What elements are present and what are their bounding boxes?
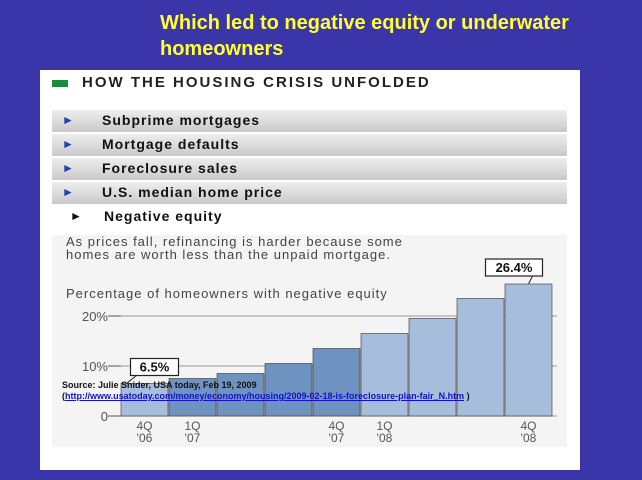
source-url-line: (http://www.usatoday.com/money/economy/h… [62,391,582,402]
x-tick-label: 1Q [376,419,392,433]
y-tick-label: 0 [101,409,108,424]
data-callout-pointer [126,375,137,384]
x-tick-label: '08 [377,431,393,445]
x-tick-label: 1Q [184,419,200,433]
crisis-step-negative-equity: ► Negative equity [52,206,567,228]
crisis-step-label: Mortgage defaults [102,136,240,152]
arrow-right-icon: ► [70,209,83,223]
source-open-paren: ( [62,391,65,401]
source-close-paren: ) [464,391,470,401]
bar [504,283,553,417]
arrow-right-icon: ► [62,185,75,199]
crisis-step-defaults: ► Mortgage defaults [52,134,567,156]
crisis-step-label: U.S. median home price [102,184,283,200]
slide-title: Which led to negative equity or underwat… [160,12,569,60]
crisis-step-label: Negative equity [104,208,223,224]
data-callout-box [129,357,180,377]
crisis-step-foreclosure: ► Foreclosure sales [52,158,567,180]
source-text: Source: Julie Snider, USA today, Feb 19,… [62,380,257,390]
crisis-step-label: Foreclosure sales [102,160,239,176]
data-label: 26.4% [496,260,533,275]
y-tick-label: 10% [82,359,108,374]
bar [360,333,409,417]
x-tick-label: 4Q [328,419,344,433]
bar [168,378,217,417]
infographic-panel: HOW THE HOUSING CRISIS UNFOLDED ► Subpri… [40,70,580,470]
arrow-right-icon: ► [62,161,75,175]
data-callout-pointer [528,275,533,285]
x-tick-label: 4Q [520,419,536,433]
green-marker-icon [52,79,68,87]
chart-subtitle: Percentage of homeowners with negative e… [66,286,388,301]
crisis-step-label: Subprime mortgages [102,112,261,128]
x-tick-label: 4Q [136,419,152,433]
negative-equity-chart: As prices fall, refinancing is harder be… [52,235,567,447]
x-tick-label: '08 [521,431,537,445]
crisis-step-home-price: ► U.S. median home price [52,182,567,204]
bar [312,348,361,417]
x-tick-label: '07 [329,431,345,445]
bar [216,373,265,417]
bar [264,363,313,417]
source-note: Source: Julie Snider, USA today, Feb 19,… [62,380,582,402]
bar-chart: 010%20%4Q'061Q'074Q'071Q'084Q'086.5%26.4… [82,258,557,445]
x-tick-label: '07 [185,431,201,445]
data-label: 6.5% [140,360,170,375]
x-tick-label: '06 [137,431,153,445]
bar [408,318,457,417]
y-tick-label: 20% [82,309,108,324]
source-link[interactable]: http://www.usatoday.com/money/economy/ho… [65,391,465,401]
crisis-step-subprime: ► Subprime mortgages [52,110,567,132]
panel-header: HOW THE HOUSING CRISIS UNFOLDED [52,75,570,90]
bar [456,298,505,417]
crisis-steps-list: ► Subprime mortgages ► Mortgage defaults… [52,110,567,230]
arrow-right-icon: ► [62,113,75,127]
panel-title: HOW THE HOUSING CRISIS UNFOLDED [82,74,431,91]
bar [120,383,169,417]
chart-description: As prices fall, refinancing is harder be… [66,234,403,262]
data-callout-box [484,258,544,277]
arrow-right-icon: ► [62,137,75,151]
